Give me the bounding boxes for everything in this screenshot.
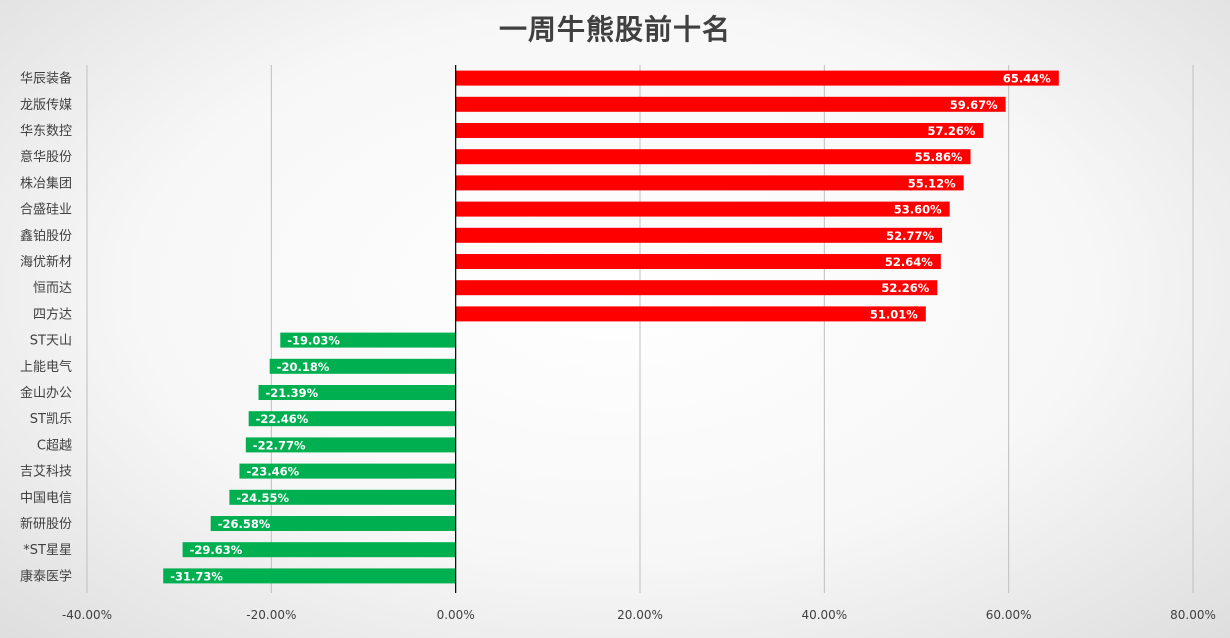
bar: [455, 280, 938, 296]
x-tick-label: -20.00%: [246, 608, 296, 622]
data-label: -29.63%: [190, 543, 243, 557]
category-label: 吉艾科技: [20, 465, 72, 480]
bar: [248, 411, 456, 427]
bar: [245, 437, 456, 453]
x-tick-label: 0.00%: [437, 608, 475, 622]
data-label: -31.73%: [170, 569, 223, 583]
x-tick-label: 20.00%: [617, 608, 663, 622]
bar: [182, 542, 456, 558]
bar: [455, 70, 1059, 86]
data-label: -23.46%: [246, 465, 299, 479]
x-tick-label: 60.00%: [986, 608, 1032, 622]
category-label: 华辰装备: [20, 71, 72, 87]
category-label: 中国电信: [20, 491, 72, 506]
category-label: 龙版传媒: [20, 98, 72, 113]
bar: [455, 254, 941, 269]
x-tick-label: 40.00%: [801, 608, 847, 622]
data-label: -22.77%: [253, 438, 306, 452]
bar: [455, 227, 943, 243]
data-label: 53.60%: [894, 203, 942, 217]
x-tick-labels: -40.00% -20.00% 0.00% 20.00% 40.00% 60.00% 80.…: [62, 608, 1216, 622]
x-tick-label: 80.00%: [1170, 608, 1216, 622]
data-label: 55.86%: [915, 150, 963, 164]
bar: [269, 358, 456, 374]
category-label: 海优新材: [20, 254, 72, 270]
bars: 65.44% 59.67% 57.26% 55.86% 55.12% 53.60% 52.7…: [163, 70, 1059, 584]
data-label: -19.03%: [287, 334, 340, 348]
data-label: 59.67%: [950, 98, 998, 112]
category-label: 四方达: [33, 306, 72, 322]
bar: [210, 516, 456, 531]
x-tick-label: -40.00%: [62, 608, 112, 622]
data-label: -22.46%: [256, 412, 309, 426]
bar: [163, 568, 456, 584]
category-label: 合盛硅业: [20, 203, 72, 218]
chart-title: 一周牛熊股前十名: [498, 13, 731, 46]
category-label: *ST星星: [23, 543, 72, 558]
category-label: 意华股份: [20, 149, 72, 165]
bar: [455, 201, 950, 217]
data-label: 57.26%: [928, 124, 976, 138]
data-label: 51.01%: [870, 307, 918, 321]
data-label: -26.58%: [218, 517, 271, 531]
bar: [455, 175, 964, 191]
grid-lines: [86, 65, 1194, 593]
data-label: -24.55%: [236, 491, 289, 505]
data-label: -20.18%: [277, 360, 330, 374]
category-label: 恒而达: [33, 281, 72, 296]
bar: [229, 489, 456, 505]
category-label: ST天山: [30, 334, 72, 349]
category-label: 株冶集团: [20, 175, 72, 191]
bar: [455, 96, 1006, 112]
data-label: 52.26%: [881, 281, 929, 295]
category-label: 新研股份: [20, 516, 72, 532]
category-label: 金山办公: [20, 385, 72, 401]
bar: [455, 306, 926, 322]
data-label: 65.44%: [1003, 72, 1051, 86]
data-label: 52.64%: [885, 255, 933, 269]
category-label: ST凯乐: [30, 412, 72, 427]
bar: [258, 385, 456, 400]
category-label: 上能电气: [20, 359, 72, 375]
bar: [455, 149, 971, 165]
category-label: C超越: [37, 438, 72, 453]
bar: [239, 463, 456, 479]
data-label: 52.77%: [886, 229, 934, 243]
bar: [455, 123, 984, 138]
category-label: 鑫铂股份: [20, 228, 72, 244]
category-label: 康泰医学: [20, 568, 72, 584]
data-label: 55.12%: [908, 176, 956, 190]
data-label: -21.39%: [266, 386, 319, 400]
category-label: 华东数控: [20, 124, 72, 139]
bar: [280, 332, 456, 348]
